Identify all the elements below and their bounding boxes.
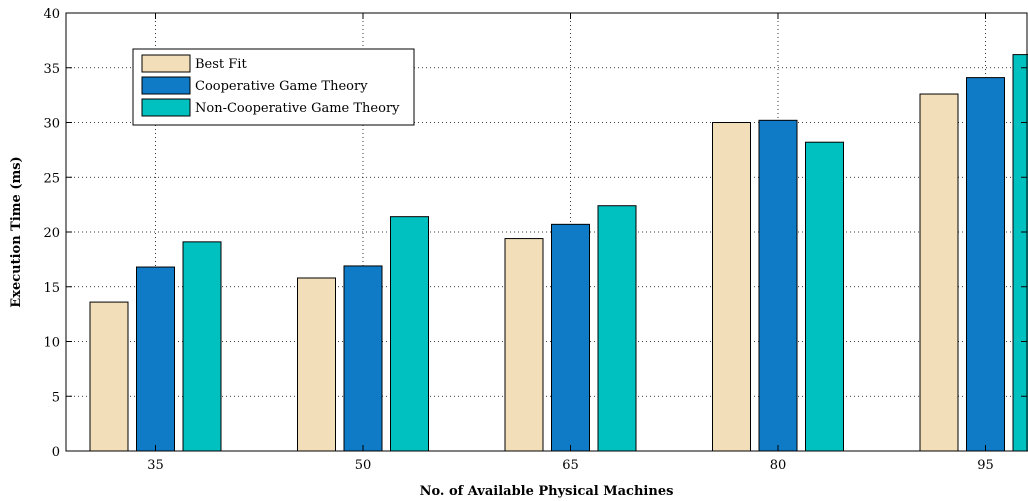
y-tick-label: 10 [43,336,60,351]
bar-best-fit-95 [919,93,959,452]
y-tick-label: 35 [43,62,60,77]
y-tick-label: 25 [43,171,60,186]
bar-non-cooperative-game-theory-35 [182,241,222,452]
legend-swatch [141,76,191,95]
legend-label: Best Fit [195,57,247,72]
legend-swatch [141,54,191,73]
legend-swatch [141,98,191,117]
legend-label: Cooperative Game Theory [195,79,368,94]
ticks-layer: 0 5 10 15 20 25 30 35 40 35 50 65 80 95 [43,7,1027,473]
bar-non-cooperative-game-theory-80 [805,141,844,452]
y-tick-label: 0 [52,445,60,460]
bar-best-fit-50 [297,277,336,452]
bar-cooperative-game-theory-95 [966,77,1005,452]
y-tick-label: 20 [43,226,60,241]
x-tick-label: 95 [977,458,994,473]
y-axis-title: Execution Time (ms) [9,156,24,307]
bar-cooperative-game-theory-80 [758,119,798,452]
bar-non-cooperative-game-theory-95 [1012,54,1028,452]
bar-best-fit-80 [712,122,751,452]
legend: Best Fit Cooperative Game Theory Non-Coope… [132,48,415,126]
y-tick-label: 5 [52,390,60,405]
bar-cooperative-game-theory-65 [551,223,590,452]
x-tick-label: 50 [355,458,372,473]
y-tick-label: 30 [43,117,60,132]
bar-non-cooperative-game-theory-65 [597,205,637,452]
bar-cooperative-game-theory-35 [136,266,175,452]
x-axis-title: No. of Available Physical Machines [420,484,674,499]
bar-best-fit-35 [89,301,129,452]
legend-items: Best Fit Cooperative Game Theory Non-Coope… [141,54,400,117]
bar-non-cooperative-game-theory-50 [390,216,429,452]
y-tick-label: 40 [43,7,60,22]
bars-layer [89,54,1028,452]
y-tick-label: 15 [43,281,60,296]
legend-label: Non-Cooperative Game Theory [195,101,400,116]
x-tick-label: 80 [770,458,787,473]
x-tick-label: 65 [562,458,579,473]
bar-best-fit-65 [504,238,544,452]
bar-cooperative-game-theory-50 [343,265,383,452]
x-tick-label: 35 [147,458,164,473]
